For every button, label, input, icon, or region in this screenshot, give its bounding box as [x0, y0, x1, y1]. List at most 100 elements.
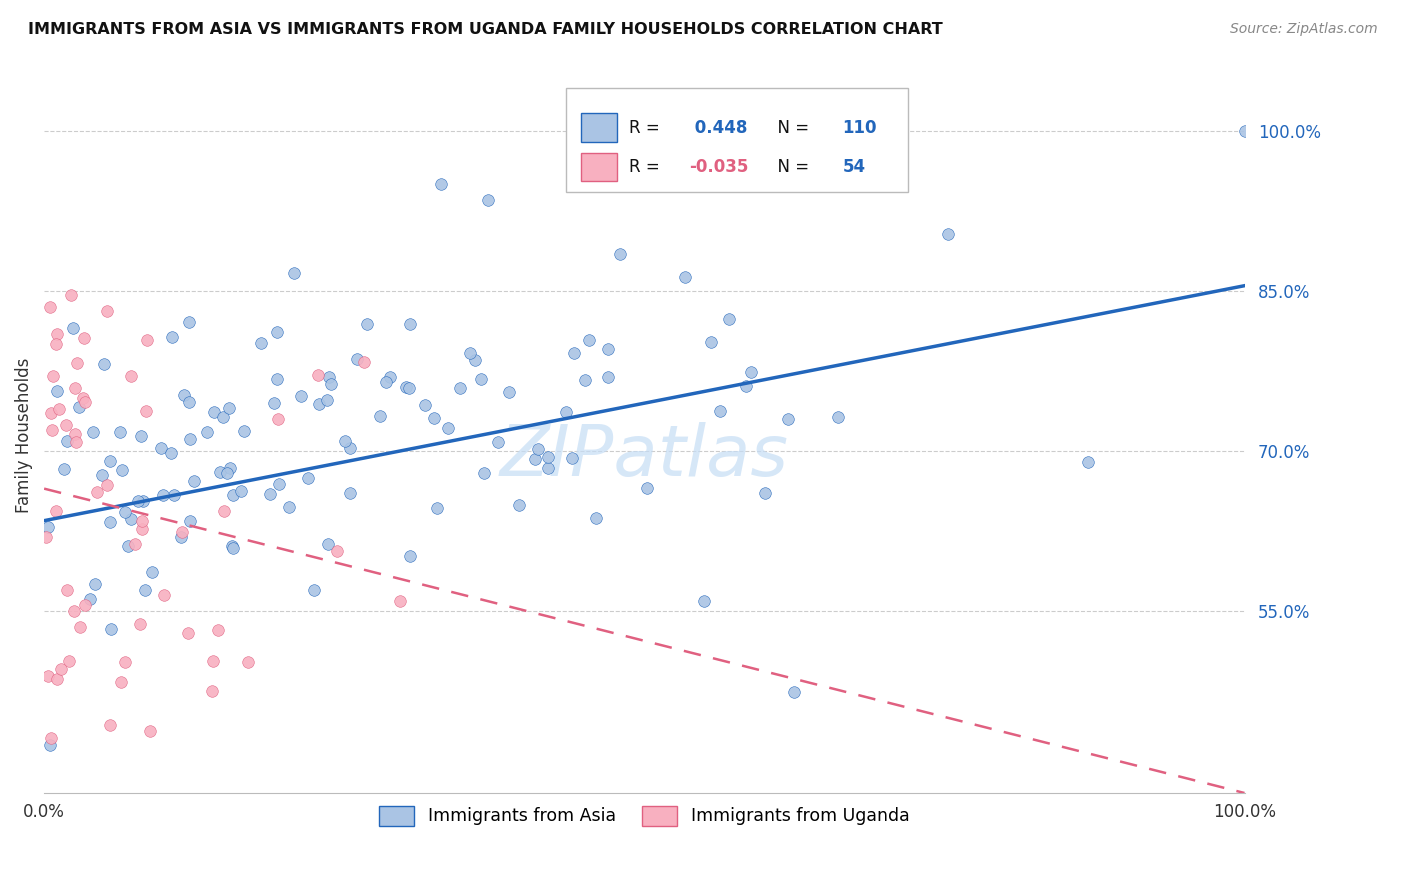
- Point: [827, 409, 849, 424]
- Text: ZIPatlas: ZIPatlas: [499, 422, 789, 491]
- Point: [321, 376, 343, 391]
- Point: [73, 598, 96, 612]
- Point: [380, 370, 402, 384]
- Point: [574, 373, 596, 387]
- Point: [278, 500, 301, 515]
- Point: [326, 543, 349, 558]
- Point: [508, 498, 530, 512]
- Point: [308, 397, 330, 411]
- Point: [636, 482, 658, 496]
- Point: [132, 494, 155, 508]
- Point: [63, 427, 86, 442]
- Point: [153, 589, 176, 603]
- Point: [561, 450, 583, 465]
- Point: [212, 410, 235, 425]
- Point: [114, 505, 136, 519]
- Point: [318, 369, 340, 384]
- Point: [307, 368, 329, 382]
- Point: [98, 454, 121, 468]
- Point: [339, 441, 361, 455]
- Point: [236, 655, 259, 669]
- Point: [91, 468, 114, 483]
- Point: [339, 485, 361, 500]
- Point: [86, 484, 108, 499]
- Point: [114, 655, 136, 669]
- Point: [316, 393, 339, 408]
- Point: [98, 718, 121, 732]
- FancyBboxPatch shape: [567, 88, 908, 192]
- Point: [472, 467, 495, 481]
- Point: [98, 515, 121, 529]
- Point: [96, 304, 118, 318]
- Point: [111, 463, 134, 477]
- Point: [135, 403, 157, 417]
- Point: [266, 325, 288, 339]
- Text: R =: R =: [628, 158, 665, 176]
- Point: [709, 404, 731, 418]
- Point: [58, 654, 80, 668]
- Point: [215, 466, 238, 480]
- Point: [346, 352, 368, 367]
- Text: N =: N =: [766, 158, 814, 176]
- Point: [208, 465, 231, 479]
- Point: [39, 738, 62, 752]
- Point: [72, 391, 94, 405]
- Point: [233, 425, 256, 439]
- Point: [110, 674, 132, 689]
- Point: [229, 483, 252, 498]
- Point: [283, 266, 305, 280]
- Point: [39, 300, 62, 314]
- Point: [740, 365, 762, 379]
- Point: [152, 488, 174, 502]
- Point: [353, 355, 375, 369]
- Point: [129, 616, 152, 631]
- Point: [202, 654, 225, 668]
- Point: [93, 357, 115, 371]
- Point: [195, 425, 218, 440]
- Point: [39, 406, 62, 420]
- Text: R =: R =: [628, 119, 665, 136]
- Point: [179, 395, 201, 409]
- Point: [177, 625, 200, 640]
- Point: [673, 270, 696, 285]
- Point: [221, 488, 243, 502]
- Point: [1077, 455, 1099, 469]
- Point: [108, 425, 131, 439]
- Point: [267, 412, 290, 426]
- Text: 110: 110: [842, 119, 877, 136]
- Point: [63, 381, 86, 395]
- Point: [426, 500, 449, 515]
- Point: [585, 511, 607, 525]
- Point: [938, 227, 960, 241]
- Point: [537, 461, 560, 475]
- Point: [41, 423, 63, 437]
- Point: [100, 622, 122, 636]
- Point: [53, 462, 76, 476]
- Point: [160, 329, 183, 343]
- Point: [73, 331, 96, 345]
- Point: [141, 565, 163, 579]
- Point: [136, 334, 159, 348]
- Point: [333, 434, 356, 449]
- Point: [395, 380, 418, 394]
- Point: [172, 525, 194, 540]
- Point: [564, 345, 586, 359]
- Point: [120, 369, 142, 384]
- Point: [183, 474, 205, 488]
- Point: [250, 336, 273, 351]
- Text: N =: N =: [766, 119, 814, 136]
- Point: [374, 375, 396, 389]
- Point: [218, 401, 240, 415]
- Text: -0.035: -0.035: [689, 158, 748, 176]
- Point: [138, 724, 160, 739]
- Point: [297, 471, 319, 485]
- Point: [267, 477, 290, 491]
- Point: [117, 539, 139, 553]
- Point: [131, 514, 153, 528]
- Point: [527, 442, 550, 456]
- Point: [498, 384, 520, 399]
- Point: [524, 452, 547, 467]
- Point: [430, 177, 453, 191]
- Point: [131, 522, 153, 536]
- Point: [45, 326, 67, 341]
